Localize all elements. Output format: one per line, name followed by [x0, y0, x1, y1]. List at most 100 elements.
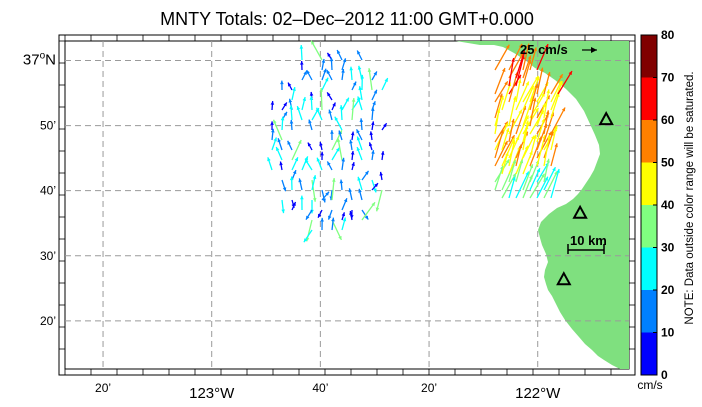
current-vector	[522, 55, 532, 79]
colorbar-tick-label: 60	[661, 113, 675, 127]
current-vector	[515, 144, 523, 167]
current-vector	[300, 195, 304, 211]
current-vector	[371, 89, 378, 101]
current-vector	[367, 68, 373, 91]
current-vector	[529, 134, 537, 159]
speed-colorbar: 0 10 20 30 40 50 60 70 80	[640, 28, 675, 382]
distance-scale-bar: 10 km	[567, 233, 607, 254]
current-vector	[522, 125, 529, 151]
current-vector	[326, 92, 333, 101]
coastline-land	[456, 41, 629, 369]
current-vector	[508, 140, 516, 167]
current-vector	[299, 60, 304, 71]
current-vector	[308, 119, 313, 131]
current-vector	[361, 201, 376, 221]
current-vector	[291, 157, 299, 171]
current-vector	[321, 191, 330, 201]
current-vector	[301, 70, 308, 81]
current-vector	[515, 159, 524, 183]
current-vector	[321, 58, 326, 71]
current-vector	[380, 151, 385, 161]
velocity-scale: 25 cm/s	[520, 42, 597, 57]
current-vector	[508, 74, 522, 95]
current-vector	[291, 201, 297, 211]
colorbar-segment	[641, 290, 657, 333]
current-vector	[522, 120, 530, 143]
current-vector	[267, 157, 273, 171]
current-vector	[536, 176, 549, 199]
current-vector	[287, 82, 293, 91]
current-vector	[326, 69, 333, 81]
current-vector	[320, 217, 324, 231]
current-vector	[381, 122, 388, 131]
saturation-note: NOTE: Data outside color range will be s…	[684, 71, 696, 324]
current-vector	[271, 137, 278, 151]
current-vector	[304, 158, 313, 171]
longitude-axis: 20’ 123°W 40’ 20’ 122°W	[95, 381, 561, 402]
current-vector	[296, 105, 303, 121]
current-vector	[309, 96, 314, 111]
current-vector	[550, 73, 564, 95]
current-vector	[271, 128, 275, 141]
current-vector	[311, 179, 317, 202]
current-vector	[515, 115, 530, 143]
lat-tick-label: 40’	[40, 184, 56, 198]
current-vector	[508, 96, 517, 127]
current-vector	[317, 209, 323, 219]
current-vector	[331, 219, 342, 241]
current-vector	[358, 188, 363, 201]
current-vector	[291, 86, 296, 101]
current-vector	[357, 96, 363, 111]
current-vector	[368, 142, 373, 151]
velocity-scale-label: 25 cm/s	[520, 42, 568, 57]
current-vector	[508, 176, 516, 199]
current-vector	[508, 159, 517, 183]
current-vector	[515, 171, 530, 199]
current-vector	[543, 131, 554, 159]
current-vector	[272, 119, 283, 141]
current-vectors	[267, 40, 573, 243]
current-vector	[289, 105, 293, 121]
distance-scale-label: 10 km	[570, 233, 607, 248]
radar-station-marker	[556, 271, 572, 286]
lon-tick-label: 20’	[421, 381, 437, 395]
colorbar-tick-label: 30	[661, 241, 675, 255]
current-vector	[543, 134, 551, 167]
current-vector	[350, 131, 355, 141]
current-vector	[306, 69, 313, 81]
current-vector	[375, 189, 383, 212]
current-vector	[316, 157, 323, 171]
current-vector	[326, 161, 333, 171]
figure-title: MNTY Totals: 02–Dec–2012 11:00 GMT+0.000	[160, 9, 534, 29]
current-vector	[508, 57, 515, 87]
current-vector	[494, 93, 503, 119]
current-vector	[522, 85, 535, 111]
current-vector	[356, 146, 363, 161]
current-vector	[280, 116, 285, 131]
lat-tick-label: 37oN	[23, 51, 56, 69]
current-vector	[522, 164, 534, 191]
current-vector	[301, 156, 309, 171]
current-vector	[515, 81, 530, 111]
current-vector	[371, 182, 379, 191]
current-vector	[543, 110, 550, 135]
current-vector	[270, 121, 274, 131]
current-vector	[371, 121, 375, 131]
map-frame: 25 cm/s 10 km	[58, 34, 636, 376]
current-vector	[529, 97, 537, 127]
colorbar-segment	[641, 332, 657, 375]
current-vector	[357, 176, 363, 191]
current-vector	[275, 146, 283, 161]
current-vector	[341, 97, 350, 111]
current-vector	[339, 179, 344, 191]
current-vector	[494, 159, 510, 183]
current-vector	[289, 119, 294, 131]
current-vector	[320, 151, 324, 161]
current-vector	[355, 129, 363, 141]
colorbar-tick-label: 70	[661, 71, 675, 85]
current-vector	[494, 80, 509, 103]
current-vector	[349, 139, 353, 151]
current-vector	[356, 50, 363, 61]
colorbar-segment	[641, 77, 657, 120]
current-vector	[501, 151, 509, 175]
